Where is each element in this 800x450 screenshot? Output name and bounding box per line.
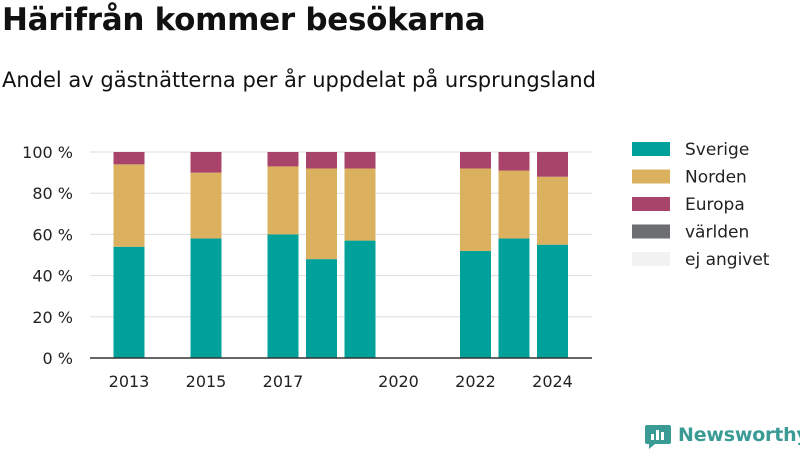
bar-segment	[537, 152, 568, 177]
axes: 0 % 20 % 40 % 60 % 80 % 100 % 2013 2015 2017 2020…	[22, 143, 592, 391]
bar-segment	[460, 250, 491, 358]
legend-swatch	[632, 169, 670, 184]
bar-segment	[267, 234, 299, 358]
legend-swatch	[632, 224, 670, 239]
bar-segment	[537, 176, 568, 245]
y-tick-label: 60 %	[32, 225, 73, 244]
bar-segment	[344, 152, 376, 169]
bar-segment	[113, 164, 145, 247]
bar-segment	[498, 238, 530, 358]
bar-segment	[344, 168, 376, 241]
y-tick-label: 20 %	[32, 308, 73, 327]
bar-segment	[460, 168, 491, 251]
bar-chart-icon	[645, 425, 671, 449]
bar-segment	[498, 152, 530, 171]
legend-label: Norden	[685, 168, 747, 188]
x-tick-label: 2022	[455, 372, 496, 391]
y-tick-label: 0 %	[43, 349, 73, 368]
legend-swatch	[632, 142, 670, 156]
legend-label: Sverige	[685, 140, 749, 160]
x-tick-label: 2015	[186, 372, 227, 391]
newsworthy-logo: Newsworthy	[644, 421, 800, 449]
bar-segment	[113, 152, 145, 165]
bar-segment	[306, 152, 337, 169]
chart-title: Härifrån kommer besökarna	[2, 2, 486, 38]
bar-segment	[190, 152, 222, 173]
legend-label: världen	[685, 223, 749, 243]
legend: Sverige Norden Europa världen ej angivet	[632, 140, 770, 270]
x-tick-label: 2024	[532, 372, 573, 391]
y-tick-label: 80 %	[32, 184, 73, 203]
legend-swatch	[632, 197, 670, 211]
legend-swatch	[632, 252, 670, 266]
bar-segment	[267, 166, 299, 235]
x-tick-label: 2020	[378, 372, 419, 391]
brand-name: Newsworthy	[678, 424, 800, 446]
legend-label: Europa	[685, 195, 745, 215]
bar-segment	[460, 152, 491, 169]
bar-segment	[190, 238, 222, 358]
legend-label: ej angivet	[685, 250, 770, 270]
y-tick-label: 40 %	[32, 267, 73, 286]
y-tick-label: 100 %	[22, 143, 73, 162]
x-tick-label: 2013	[109, 372, 150, 391]
bars	[113, 152, 568, 358]
bar-segment	[267, 152, 299, 167]
bar-segment	[306, 168, 337, 260]
bar-segment	[306, 259, 337, 358]
chart-subtitle: Andel av gästnätterna per år uppdelat på…	[2, 68, 596, 92]
x-tick-label: 2017	[263, 372, 304, 391]
bar-segment	[190, 172, 222, 239]
bar-segment	[537, 244, 568, 358]
bar-segment	[498, 170, 530, 239]
bar-segment	[113, 246, 145, 358]
bar-segment	[344, 240, 376, 358]
